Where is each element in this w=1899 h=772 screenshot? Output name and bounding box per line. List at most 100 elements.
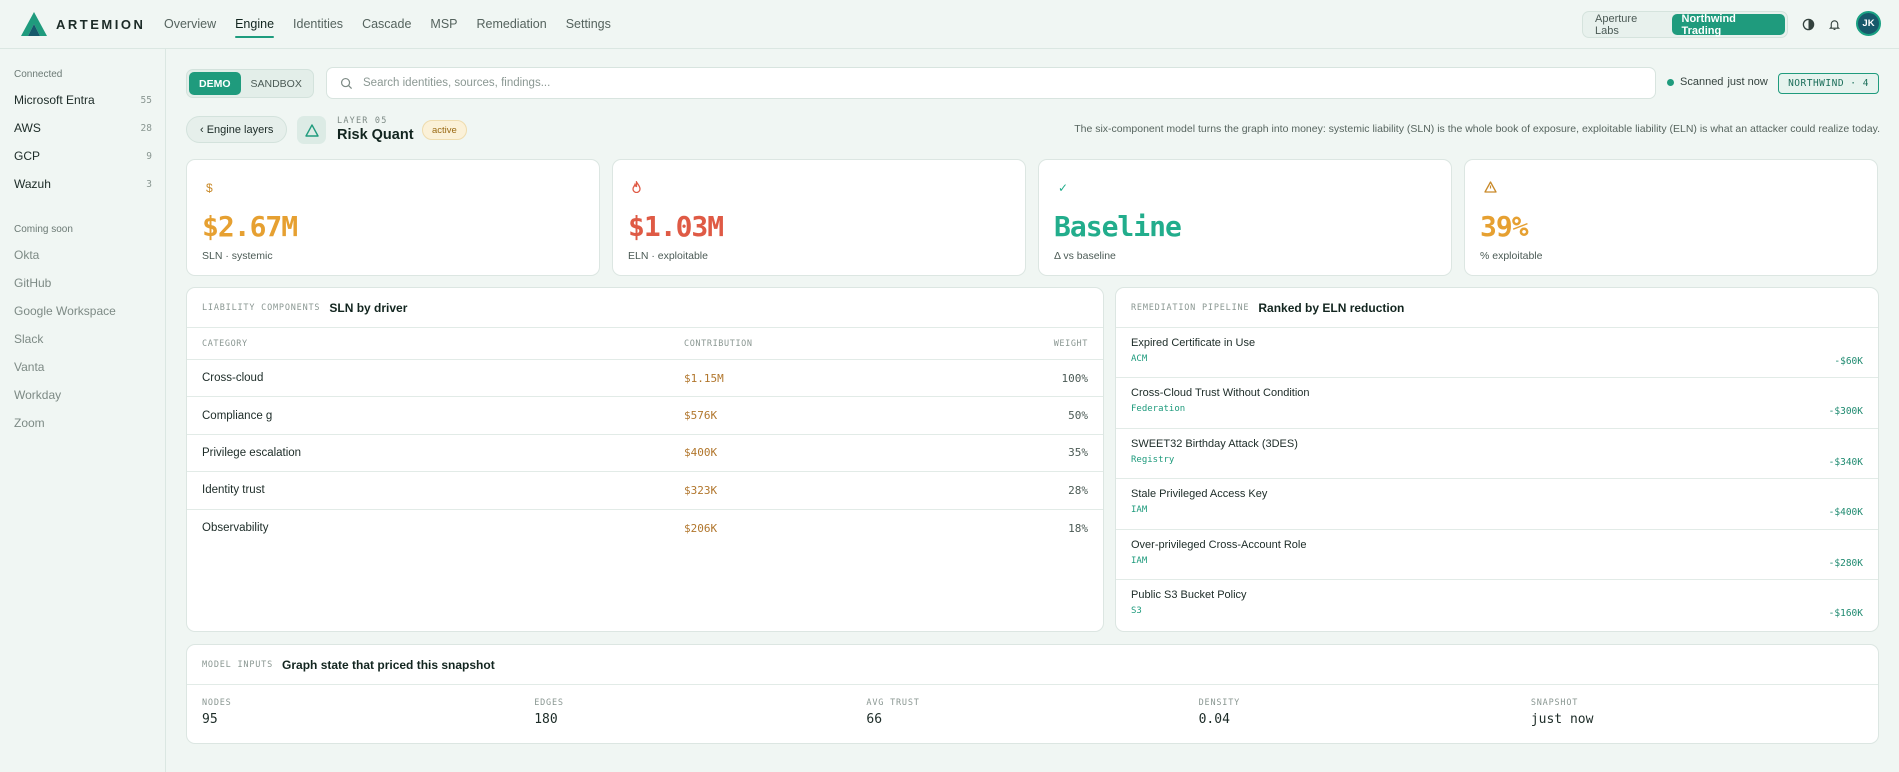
sidebar-item-slack: Slack	[14, 325, 152, 353]
eln-reduction: -$160K	[1828, 607, 1863, 619]
sidebar-item-github: GitHub	[14, 269, 152, 297]
list-item[interactable]: Stale Privileged Access Key IAM -$400K	[1116, 479, 1878, 530]
sidebar-item-zoom: Zoom	[14, 409, 152, 437]
finding-title: Over-privileged Cross-Account Role	[1131, 538, 1307, 551]
model-inputs-panel: MODEL INPUTS Graph state that priced thi…	[186, 644, 1879, 744]
kpi-card-exploitable: 39% % exploitable	[1464, 159, 1878, 276]
eln-reduction: -$300K	[1828, 406, 1863, 418]
input-label: DENSITY	[1198, 698, 1241, 708]
liability-table-body: Cross-cloud $1.15M 100% Compliance g $57…	[187, 360, 1103, 547]
scan-time: just now	[1727, 76, 1768, 88]
check-icon: ✓	[1058, 181, 1069, 195]
sidebar-item-gcp[interactable]: GCP 9	[14, 142, 152, 170]
nav-msp[interactable]: MSP	[430, 17, 458, 31]
remediation-list: Expired Certificate in Use ACM -$60K Cro…	[1116, 328, 1878, 630]
eln-reduction: -$340K	[1828, 456, 1863, 468]
input-label: SNAPSHOT	[1530, 698, 1579, 708]
eln-reduction: -$400K	[1828, 507, 1863, 519]
kpi-card-baseline: ✓ Baseline Δ vs baseline	[1038, 159, 1452, 276]
finding-title: Expired Certificate in Use	[1131, 337, 1256, 349]
input-value: 180	[534, 712, 558, 727]
finding-source: Registry	[1131, 454, 1175, 465]
mode-sandbox-button[interactable]: SANDBOX	[250, 77, 302, 90]
nav-overview[interactable]: Overview	[164, 17, 217, 31]
table-row[interactable]: Observability $206K 18%	[187, 510, 1103, 547]
list-item[interactable]: Cross-Cloud Trust Without Condition Fede…	[1116, 378, 1878, 429]
input-label: NODES	[202, 698, 232, 708]
source-label: Workday	[14, 388, 62, 402]
tenant-switcher: Aperture Labs Northwind Trading	[1582, 11, 1788, 38]
contrast-icon[interactable]	[1800, 16, 1816, 32]
list-item[interactable]: SWEET32 Birthday Attack (3DES) Registry …	[1116, 429, 1878, 480]
kpi-value: $2.67M	[202, 210, 298, 243]
finding-source: IAM	[1131, 555, 1148, 566]
table-header: CATEGORY CONTRIBUTION WEIGHT	[187, 328, 1103, 360]
input-value: 66	[866, 712, 883, 727]
source-label: Zoom	[14, 416, 45, 430]
table-row[interactable]: Identity trust $323K 28%	[187, 472, 1103, 510]
input-label: AVG TRUST	[866, 698, 920, 708]
flame-icon	[632, 179, 641, 196]
kpi-value: Baseline	[1054, 210, 1182, 243]
sidebar-item-wazuh[interactable]: Wazuh 3	[14, 170, 152, 198]
nav-engine[interactable]: Engine	[235, 0, 274, 49]
nav-remediation[interactable]: Remediation	[476, 17, 547, 31]
column-header-contribution: CONTRIBUTION	[684, 338, 753, 349]
table-row[interactable]: Compliance g $576K 50%	[187, 397, 1103, 435]
sidebar-item-aws[interactable]: AWS 28	[14, 114, 152, 142]
input-density: DENSITY 0.04	[1199, 698, 1531, 727]
sidebar-item-microsoft-entra[interactable]: Microsoft Entra 55	[14, 86, 152, 114]
engine-layers-back-button[interactable]: ‹ Engine layers	[186, 116, 288, 143]
liability-panel: LIABILITY COMPONENTS SLN by driver CATEG…	[186, 287, 1104, 632]
finding-source: IAM	[1131, 505, 1148, 516]
kpi-label: SLN · systemic	[202, 250, 273, 262]
category-cell: Privilege escalation	[202, 446, 302, 459]
contribution-cell: $400K	[684, 446, 718, 460]
source-label: Vanta	[14, 360, 45, 374]
kpi-label: Δ vs baseline	[1054, 250, 1116, 262]
warning-icon	[1484, 181, 1497, 196]
source-count: 55	[140, 94, 152, 106]
finding-source: S3	[1131, 605, 1142, 616]
input-avg-trust: AVG TRUST 66	[866, 698, 1198, 727]
source-count: 9	[146, 150, 152, 162]
bell-icon[interactable]	[1826, 16, 1842, 32]
kpi-label: % exploitable	[1480, 250, 1543, 262]
tenant-tag[interactable]: NORTHWIND · 4	[1778, 73, 1879, 94]
input-label: EDGES	[534, 698, 564, 708]
source-label: GCP	[14, 149, 41, 163]
list-item[interactable]: Public S3 Bucket Policy S3 -$160K	[1116, 580, 1878, 630]
source-label: Wazuh	[14, 177, 51, 191]
nav-identities[interactable]: Identities	[293, 17, 344, 31]
list-item[interactable]: Over-privileged Cross-Account Role IAM -…	[1116, 530, 1878, 580]
scan-status: Scanned just now	[1667, 76, 1768, 88]
tenant-northwind-trading[interactable]: Northwind Trading	[1671, 13, 1785, 37]
panel-title: Graph state that priced this snapshot	[282, 657, 495, 672]
user-avatar[interactable]: JK	[1856, 11, 1881, 36]
finding-title: Public S3 Bucket Policy	[1131, 588, 1247, 601]
tenant-aperture-labs[interactable]: Aperture Labs	[1595, 12, 1638, 37]
table-row[interactable]: Privilege escalation $400K 35%	[187, 435, 1103, 473]
source-label: Slack	[14, 332, 44, 346]
kpi-card-eln: $1.03M ELN · exploitable	[612, 159, 1026, 276]
app-logo[interactable]: ARTEMION	[20, 11, 164, 37]
page-title: Risk Quant	[337, 127, 414, 143]
list-item[interactable]: Expired Certificate in Use ACM -$60K	[1116, 328, 1878, 379]
panel-kicker: REMEDIATION PIPELINE	[1131, 302, 1250, 313]
source-count: 3	[146, 178, 152, 190]
nav-cascade[interactable]: Cascade	[362, 17, 412, 31]
input-value: 95	[202, 712, 218, 727]
panel-header: MODEL INPUTS Graph state that priced thi…	[187, 645, 1878, 685]
mode-demo-button[interactable]: DEMO	[189, 72, 241, 95]
model-inputs-row: NODES 95 EDGES 180 AVG TRUST 66 DENSITY …	[187, 685, 1878, 727]
input-value: 0.04	[1198, 712, 1230, 727]
nav-settings[interactable]: Settings	[565, 17, 611, 31]
search-input[interactable]	[363, 77, 1643, 89]
contribution-cell: $1.15M	[684, 371, 724, 385]
app-name: ARTEMION	[56, 16, 146, 32]
source-label: Microsoft Entra	[14, 93, 95, 107]
finding-title: Stale Privileged Access Key	[1131, 488, 1268, 501]
table-row[interactable]: Cross-cloud $1.15M 100%	[187, 360, 1103, 398]
panel-title: SLN by driver	[329, 300, 408, 315]
finding-source: ACM	[1131, 354, 1148, 364]
